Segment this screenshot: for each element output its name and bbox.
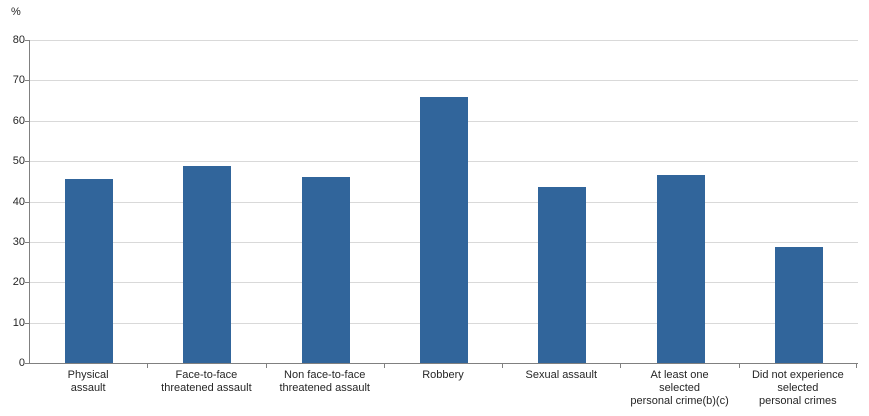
y-tick-mark-60	[25, 120, 29, 122]
y-axis-unit-label: %	[11, 6, 21, 18]
y-tick-label-20: 20	[12, 276, 25, 289]
x-category-label-2: Face-to-face threatened assault	[161, 369, 252, 394]
bar-1	[65, 179, 114, 363]
y-tick-label-30: 30	[12, 235, 25, 248]
y-tick-label-60: 60	[12, 114, 25, 127]
x-category-label-5: Sexual assault	[525, 369, 598, 381]
y-tick-mark-0	[25, 363, 29, 364]
y-tick-mark-20	[25, 282, 29, 284]
x-category-label-6: At least one selected personal crime(b)(…	[630, 369, 729, 407]
x-tick-mark-2	[266, 364, 267, 368]
y-tick-mark-70	[25, 80, 29, 82]
y-tick-label-10: 10	[12, 316, 25, 329]
x-category-label-1: Physical assault	[67, 369, 109, 394]
bar-7	[774, 247, 823, 363]
x-tick-mark-6	[739, 364, 740, 368]
y-tick-label-0: 0	[18, 357, 25, 369]
plot-area	[29, 40, 858, 364]
bar-3	[301, 177, 350, 363]
x-category-label-7: Did not experience selected personal cri…	[751, 369, 844, 407]
y-tick-mark-40	[25, 201, 29, 203]
x-tick-mark-7	[856, 364, 857, 368]
y-tick-label-70: 70	[12, 74, 25, 87]
y-tick-label-40: 40	[12, 195, 25, 208]
x-tick-mark-5	[620, 364, 621, 368]
y-tick-mark-10	[25, 322, 29, 324]
y-tick-label-50: 50	[12, 155, 25, 168]
y-tick-mark-30	[25, 241, 29, 243]
bar-6	[656, 175, 705, 363]
bar-4	[420, 97, 468, 363]
gridline-70	[30, 80, 858, 82]
x-tick-mark-4	[502, 364, 503, 368]
bar-5	[538, 187, 587, 363]
bar-2	[183, 166, 232, 363]
x-tick-mark-1	[147, 364, 148, 368]
x-category-label-3: Non face-to-face threatened assault	[279, 369, 370, 394]
y-tick-mark-50	[25, 161, 29, 163]
gridline-80	[30, 40, 858, 41]
x-category-label-4: Robbery	[422, 369, 464, 381]
x-tick-mark-3	[384, 364, 385, 368]
y-tick-mark-80	[25, 40, 29, 41]
y-tick-label-80: 80	[12, 34, 25, 46]
